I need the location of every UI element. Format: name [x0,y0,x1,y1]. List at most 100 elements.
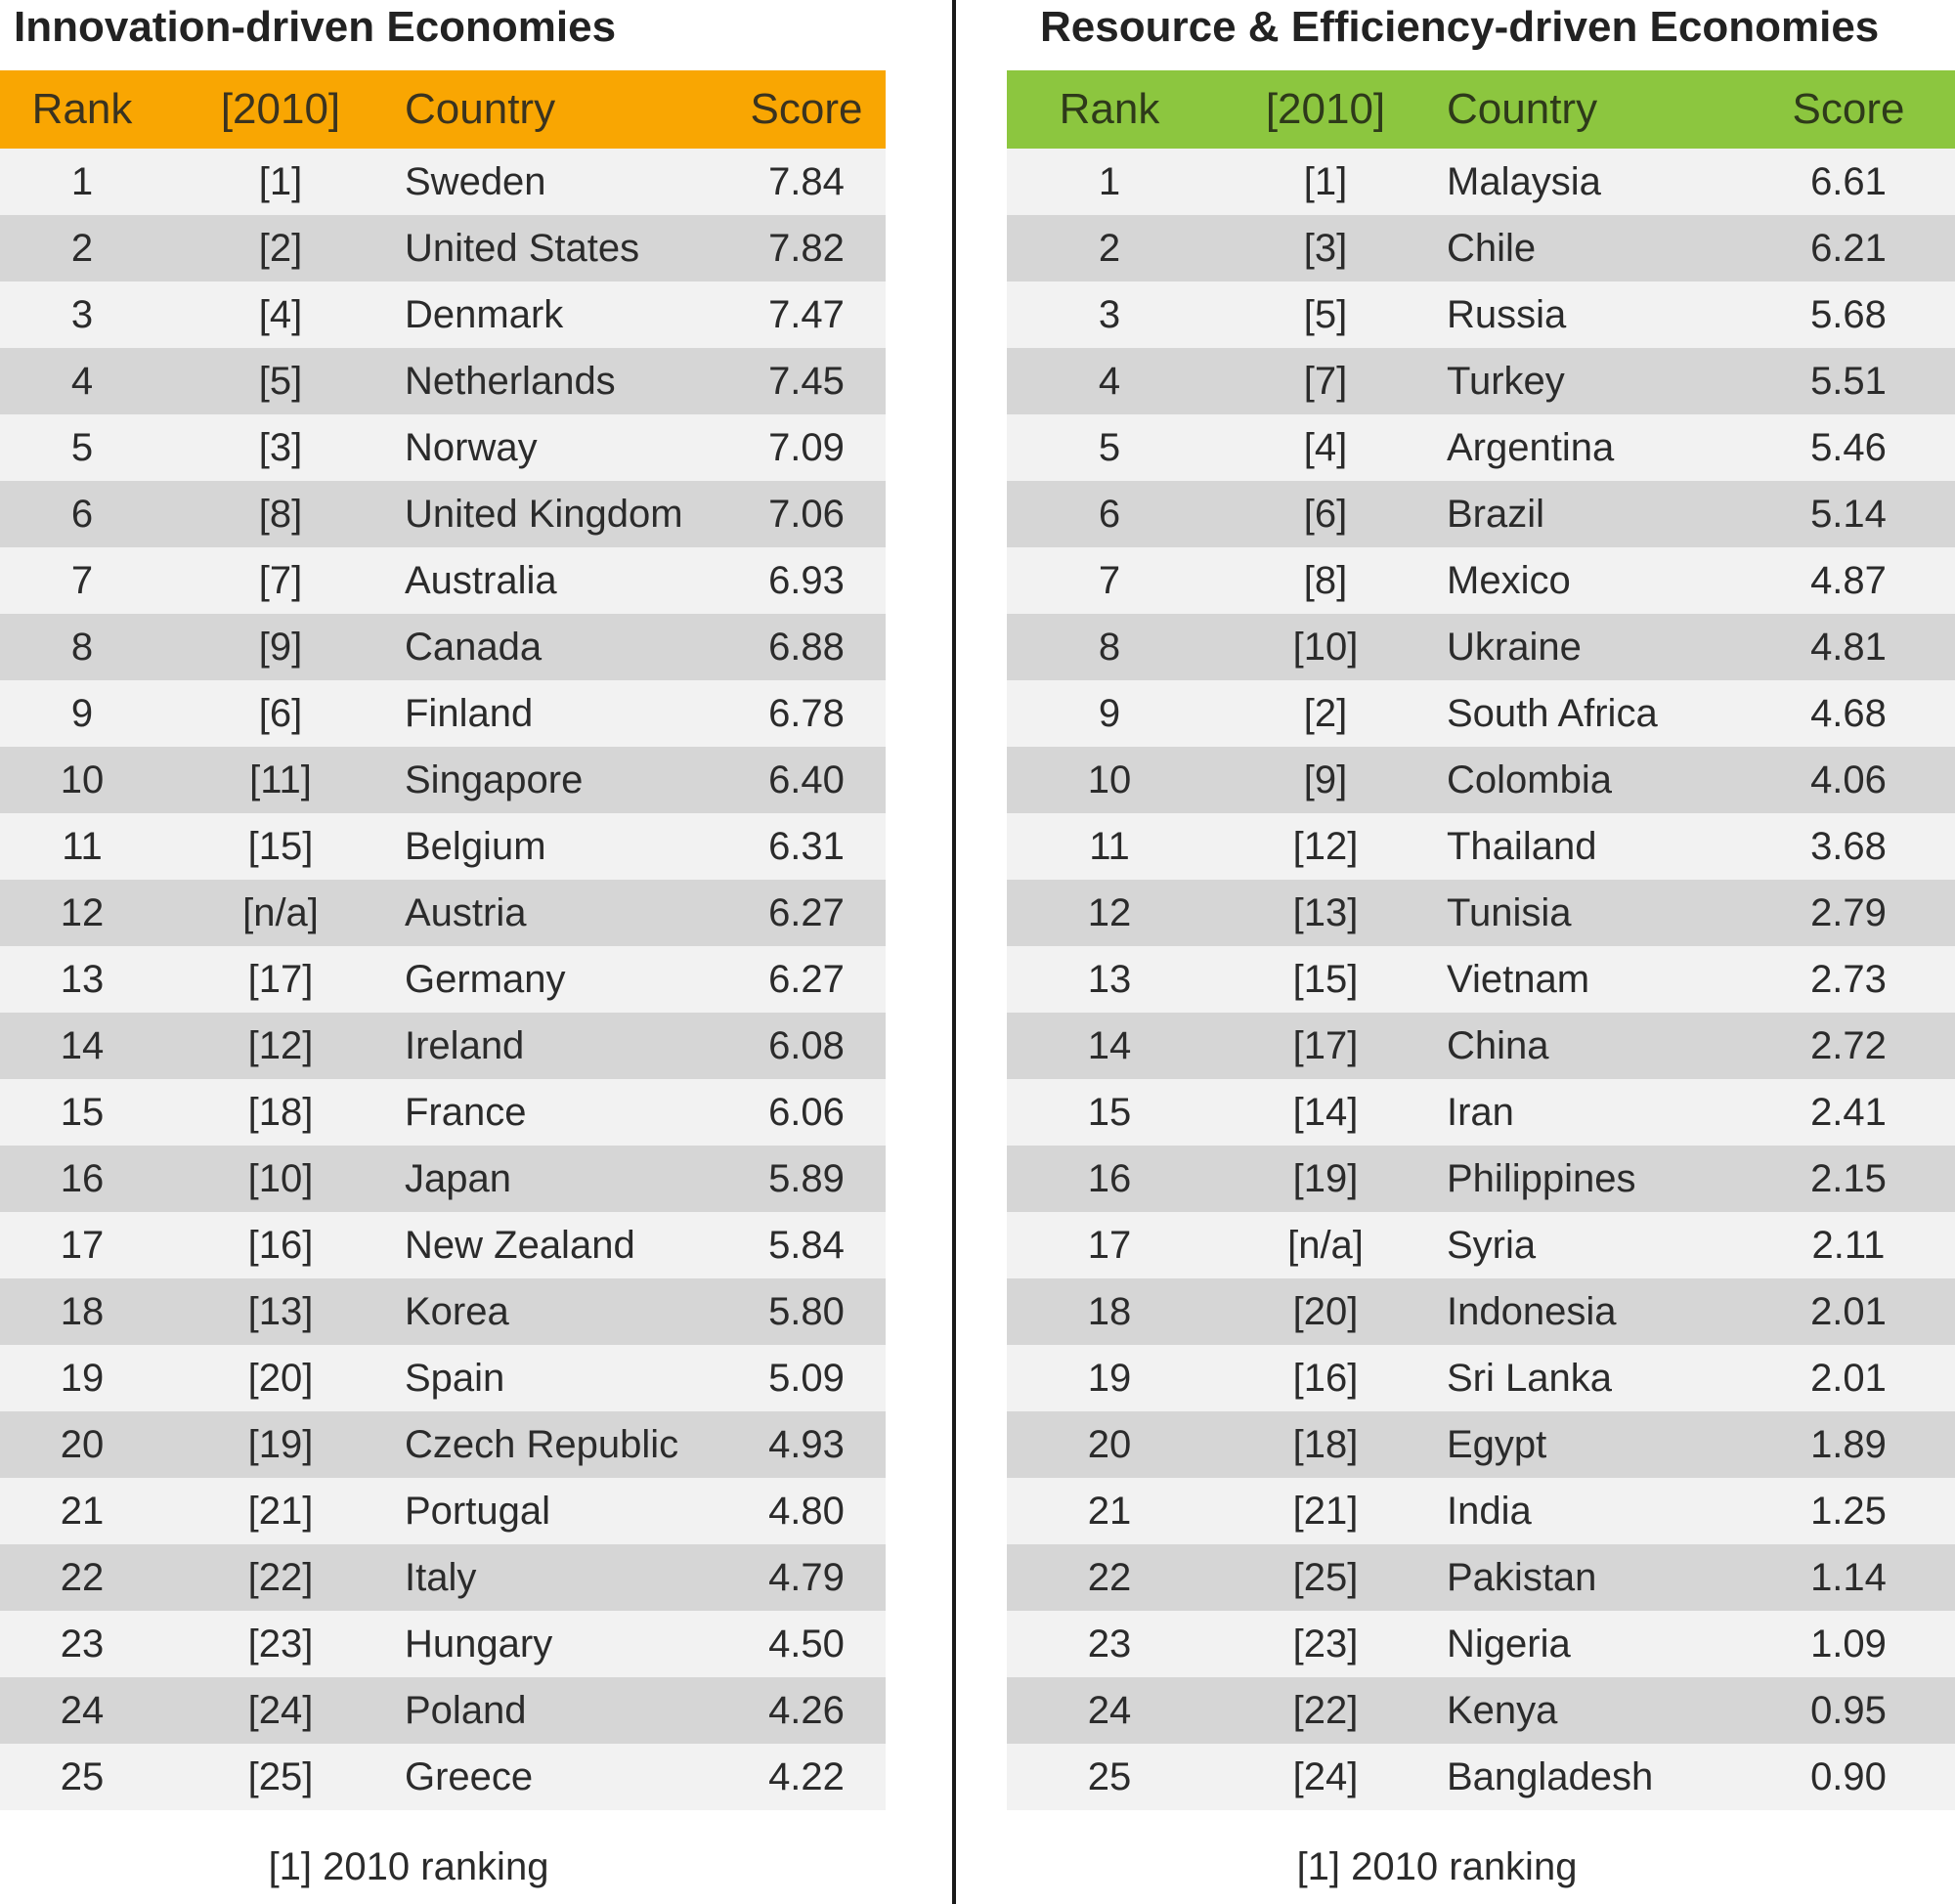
country-cell: Poland [405,1688,527,1732]
rank-2010-cell: [2] [258,226,303,270]
table-row: 9 [2] South Africa 4.68 [1007,680,1955,747]
rank-2010-cell: [25] [1292,1555,1359,1599]
rank-2010-cell: [4] [1303,425,1348,469]
rank-cell: 7 [1098,558,1121,602]
rank-cell: 1 [1098,159,1121,203]
score-cell: 0.95 [1810,1688,1887,1732]
rank-cell: 12 [1087,890,1132,934]
table-row: 8 [10] Ukraine 4.81 [1007,614,1955,680]
country-cell: Kenya [1447,1688,1558,1732]
score-cell: 2.15 [1810,1156,1887,1200]
table-row: 22 [22] Italy 4.79 [0,1544,886,1611]
score-cell: 7.09 [768,425,845,469]
rank-2010-cell: [22] [1292,1688,1359,1732]
rank-cell: 1 [70,159,94,203]
rank-2010-cell: [6] [1303,492,1348,536]
table-row: 25 [24] Bangladesh 0.90 [1007,1744,1955,1810]
rank-cell: 9 [70,691,94,735]
score-cell: 4.26 [768,1688,845,1732]
country-cell: Argentina [1447,425,1615,469]
rank-2010-cell: [n/a] [242,890,319,934]
rank-2010-cell: [8] [1303,558,1348,602]
rank-2010-cell: [20] [1292,1289,1359,1333]
rank-cell: 16 [60,1156,105,1200]
rank-2010-cell: [18] [247,1090,314,1134]
country-cell: Egypt [1447,1422,1547,1466]
rank-2010-cell: [13] [1292,890,1359,934]
table-row: 25 [25] Greece 4.22 [0,1744,886,1810]
rank-cell: 14 [60,1023,105,1067]
rank-2010-cell: [25] [247,1754,314,1798]
rank-cell: 4 [1098,359,1121,403]
score-cell: 2.79 [1810,890,1887,934]
score-cell: 4.81 [1810,625,1887,669]
country-cell: Mexico [1447,558,1571,602]
country-cell: Ireland [405,1023,525,1067]
rank-2010-cell: [3] [1303,226,1348,270]
rank-cell: 15 [60,1090,105,1134]
rank-2010-cell: [24] [1292,1754,1359,1798]
score-cell: 4.79 [768,1555,845,1599]
country-cell: Japan [405,1156,511,1200]
rank-cell: 9 [1098,691,1121,735]
table-row: 13 [17] Germany 6.27 [0,946,886,1013]
country-cell: Canada [405,625,543,669]
country-cell: Indonesia [1447,1289,1617,1333]
table-row: 3 [5] Russia 5.68 [1007,281,1955,348]
country-cell: Syria [1447,1223,1537,1267]
rank-cell: 3 [1098,292,1121,336]
score-cell: 7.47 [768,292,845,336]
score-cell: 5.09 [768,1356,845,1400]
rank-cell: 22 [1087,1555,1132,1599]
rank-cell: 19 [60,1356,105,1400]
table-row: 9 [6] Finland 6.78 [0,680,886,747]
score-cell: 5.80 [768,1289,845,1333]
rank-cell: 13 [60,957,105,1001]
table-row: 7 [7] Australia 6.93 [0,547,886,614]
rank-2010-cell: [12] [247,1023,314,1067]
score-cell: 1.89 [1810,1422,1887,1466]
table-row: 2 [3] Chile 6.21 [1007,215,1955,281]
table-row: 16 [10] Japan 5.89 [0,1146,886,1212]
rank-cell: 18 [1087,1289,1132,1333]
table-row: 24 [24] Poland 4.26 [0,1677,886,1744]
score-cell: 7.06 [768,492,845,536]
rank-cell: 2 [1098,226,1121,270]
rank-cell: 14 [1087,1023,1132,1067]
header-rank: Rank [1059,85,1160,133]
rank-cell: 6 [70,492,94,536]
header-score: Score [1792,85,1905,133]
country-cell: United Kingdom [405,492,683,536]
rank-2010-cell: [24] [247,1688,314,1732]
rank-2010-cell: [4] [258,292,303,336]
score-cell: 2.01 [1810,1289,1887,1333]
rank-2010-cell: [10] [247,1156,314,1200]
country-cell: Germany [405,957,566,1001]
rank-cell: 8 [1098,625,1121,669]
country-cell: Denmark [405,292,564,336]
rank-cell: 15 [1087,1090,1132,1134]
score-cell: 5.14 [1810,492,1887,536]
score-cell: 6.40 [768,757,845,801]
score-cell: 5.89 [768,1156,845,1200]
table-row: 19 [16] Sri Lanka 2.01 [1007,1345,1955,1411]
table-row: 17 [16] New Zealand 5.84 [0,1212,886,1278]
table-row: 14 [12] Ireland 6.08 [0,1013,886,1079]
score-cell: 6.88 [768,625,845,669]
rank-cell: 13 [1087,957,1132,1001]
rank-cell: 8 [70,625,94,669]
table-body: 1 [1] Malaysia 6.61 2 [3] Chile 6.21 3 [5] Russia 5… [1007,149,1955,1810]
score-cell: 5.68 [1810,292,1887,336]
rank-cell: 3 [70,292,94,336]
country-cell: Belgium [405,824,546,868]
panel-title: Innovation-driven Economies [14,3,617,51]
rank-2010-cell: [12] [1292,824,1359,868]
country-cell: Italy [405,1555,477,1599]
country-cell: Philippines [1447,1156,1636,1200]
country-cell: Malaysia [1447,159,1601,203]
table-row: 13 [15] Vietnam 2.73 [1007,946,1955,1013]
score-cell: 4.22 [768,1754,845,1798]
rank-cell: 5 [70,425,94,469]
table-row: 18 [20] Indonesia 2.01 [1007,1278,1955,1345]
rank-cell: 17 [60,1223,105,1267]
